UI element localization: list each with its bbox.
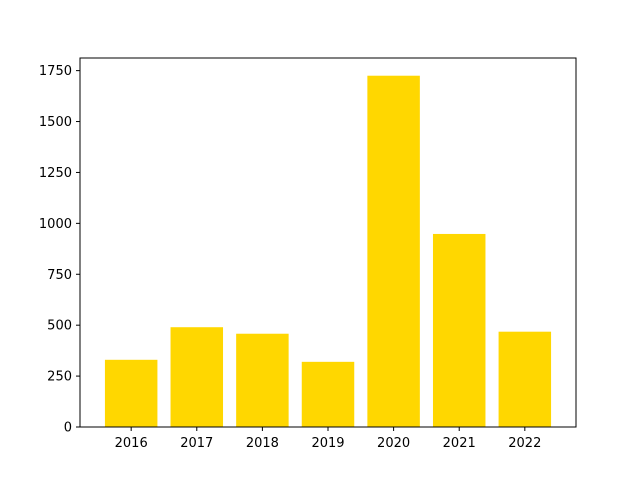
x-tick-label: 2022 [508, 436, 541, 451]
x-tick-label: 2017 [180, 436, 213, 451]
bar-2020 [367, 75, 420, 427]
y-tick-label: 1750 [39, 64, 72, 79]
x-axis-ticks: 2016 2017 2018 2019 2020 2021 2022 [115, 427, 541, 451]
bar-2021 [432, 233, 486, 427]
x-tick-label: 2019 [311, 436, 344, 451]
y-tick-label: 750 [47, 268, 72, 283]
bar-series [104, 75, 552, 427]
plot-area-frame [79, 57, 577, 428]
x-tick-label: 2016 [115, 436, 148, 451]
x-tick-label: 2020 [377, 436, 410, 451]
y-tick-label: 1250 [39, 166, 72, 181]
y-tick-label: 1500 [39, 115, 72, 130]
y-axis-ticks: 0 250 500 750 1000 1250 1500 1750 [39, 64, 80, 436]
x-tick-label: 2018 [246, 436, 279, 451]
y-tick-label: 500 [47, 319, 72, 334]
bar-2018 [236, 333, 289, 427]
bar-2022 [498, 331, 552, 427]
bar-2017 [170, 327, 224, 427]
y-tick-label: 250 [47, 370, 72, 385]
y-tick-label: 1000 [39, 217, 72, 232]
y-tick-label: 0 [64, 421, 72, 436]
x-tick-label: 2021 [443, 436, 476, 451]
bar-2019 [301, 361, 355, 427]
bar-2016 [104, 359, 158, 427]
